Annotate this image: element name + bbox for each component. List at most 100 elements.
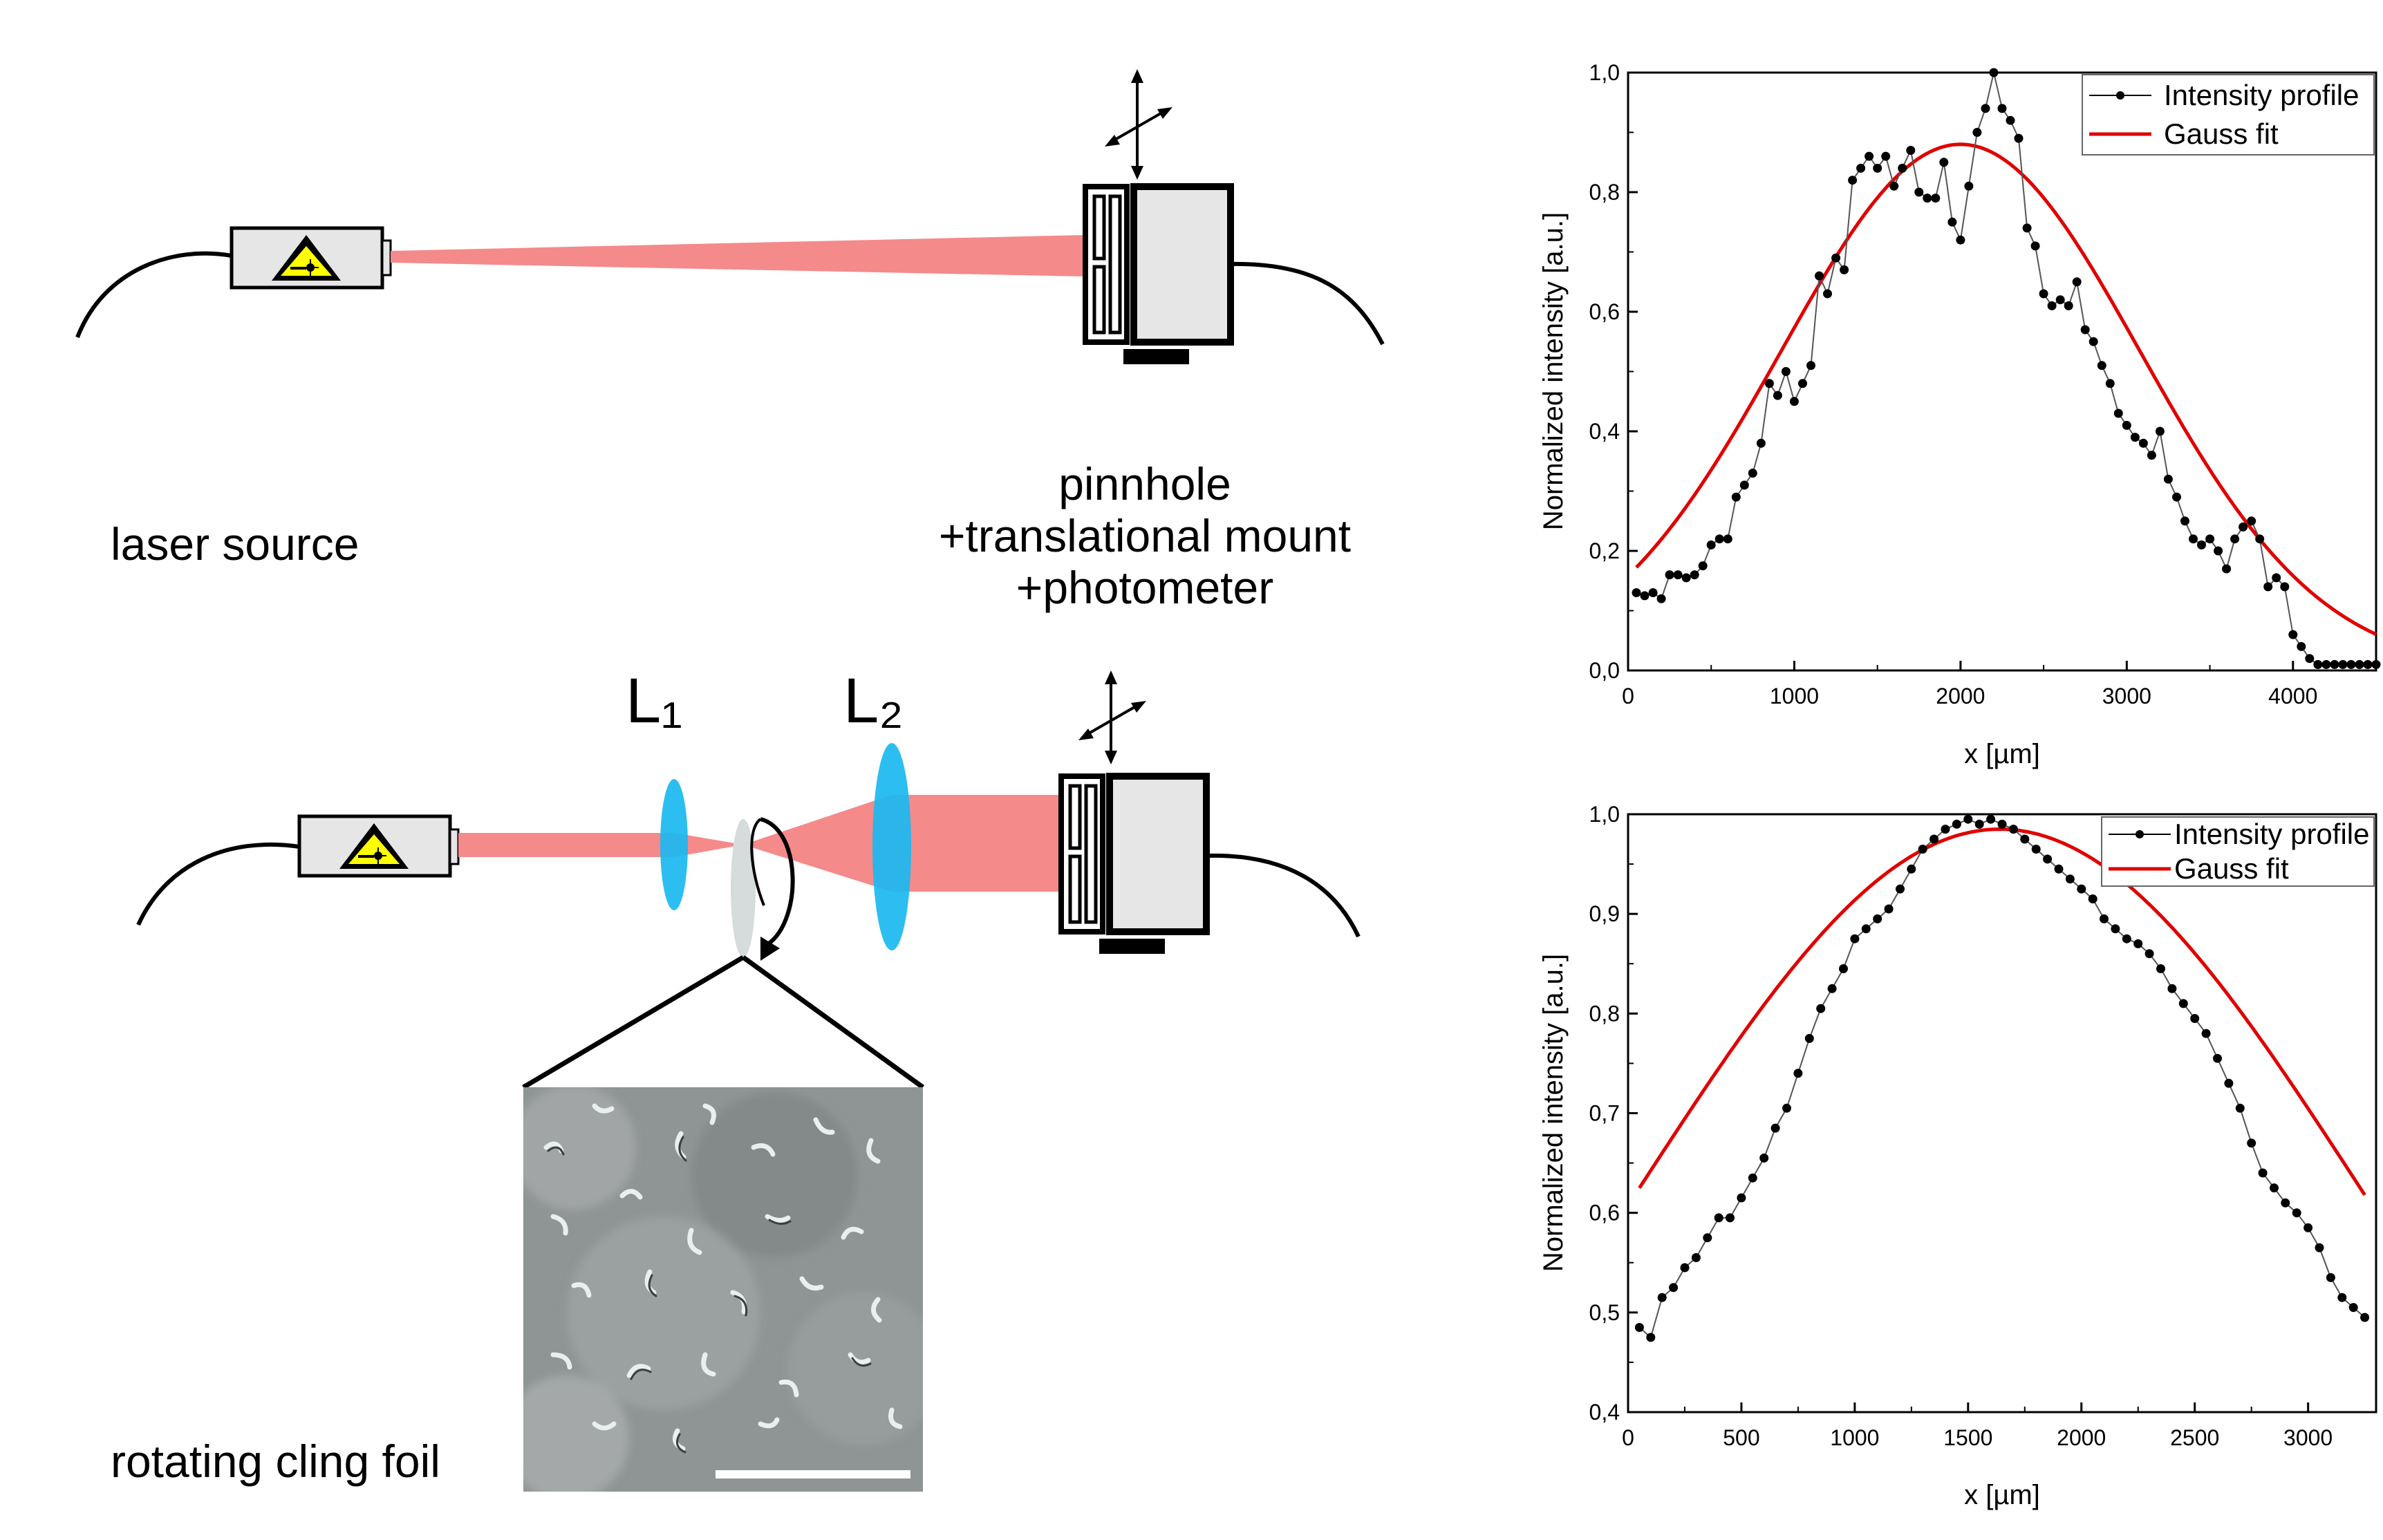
chart2-ytick-label: 0,6 (1589, 1201, 1620, 1226)
chart2-ylabel: Normalized intensity [a.u.] (1538, 954, 1569, 1272)
chart1-gauss-fit-line (1635, 142, 2377, 637)
chart2-profile-point (2281, 1198, 2290, 1208)
chart1-profile-point (2180, 516, 2189, 526)
pinhole-label-line3: +photometer (1016, 562, 1273, 613)
top-laser-beam (391, 235, 1085, 276)
rotation-arrow-icon (750, 817, 795, 961)
chart1-xtick-label: 2000 (1936, 684, 1985, 708)
chart1-profile-point (1823, 289, 1832, 299)
chart1-ytick-label: 1,0 (1589, 60, 1620, 85)
chart1-xtick-label: 4000 (2268, 684, 2317, 708)
chart1-xtick-label: 3000 (2102, 684, 2151, 708)
pinhole-label-line2: +translational mount (939, 510, 1351, 561)
chart2-profile-point (2122, 934, 2131, 943)
chart2-profile-point (1918, 845, 1927, 854)
chart1-profile-point (1873, 163, 1882, 173)
chart2-profile-point (2235, 1103, 2245, 1113)
chart1-profile-point (1931, 194, 1941, 203)
chart1-profile-point (1856, 163, 1866, 173)
chart1-profile-point (2064, 301, 2073, 310)
chart1-profile-point (2255, 534, 2265, 544)
chart1-profile-point (2172, 492, 2181, 502)
chart1-profile-point (1947, 217, 1957, 227)
chart1-profile-point (2189, 534, 2198, 544)
chart1-profile-point (1648, 588, 1658, 597)
chart2-profile-point (1986, 814, 1996, 824)
chart2-profile-point (2020, 834, 2030, 844)
chart1-ytick-label: 0,8 (1589, 180, 1620, 205)
scale-bar (716, 1470, 910, 1478)
chart1-profile-point (2205, 534, 2215, 544)
cling-foil-disc (731, 819, 756, 957)
chart1-data-layer (1632, 68, 2381, 669)
chart2-profile-point (1726, 1213, 1735, 1223)
zoom-line-left (522, 955, 745, 1090)
chart1-ytick-label: 0,6 (1589, 299, 1620, 324)
chart1-profile-point (1865, 151, 1874, 161)
chart2-xtick-label: 2000 (2057, 1425, 2106, 1450)
chart2-profile-point (1861, 924, 1871, 934)
chart1-profile-point (2047, 301, 2057, 310)
chart2-profile-point (2315, 1243, 2324, 1252)
chart1-profile-point (2105, 379, 2115, 388)
chart2-profile-point (1929, 834, 1939, 844)
chart2-profile-point (2111, 924, 2120, 934)
chart1-profile-point (2097, 361, 2106, 370)
chart1-profile-point (2288, 630, 2298, 639)
chart2-legend-profile: Intensity profile (2174, 818, 2369, 850)
chart2-profile-line (1638, 818, 2366, 1339)
chart2-profile-point (2190, 1014, 2200, 1023)
chart1-profile-point (2080, 325, 2090, 335)
chart1-profile-point (2122, 420, 2131, 430)
chart2-profile-point (2224, 1078, 2234, 1088)
chart2-profile-point (2054, 864, 2064, 874)
chart1-legend: Intensity profile Gauss fit (2082, 74, 2375, 156)
chart1-profile-point (2371, 659, 2381, 669)
chart1-profile-point (1714, 534, 1724, 544)
lens-l1 (660, 779, 688, 910)
chart2-profile-point (1657, 1293, 1667, 1302)
chart1-profile-point (2072, 277, 2082, 287)
chart1-profile-point (2363, 659, 2373, 669)
chart2-ticks: 0 500 1000 1500 2000 2500 3000 0,4 0,5 0,6 0,7 0,8 0… (1589, 802, 2333, 1450)
chart2-profile-point (1759, 1153, 1769, 1163)
chart1-ylabel: Normalized intensity [a.u.] (1538, 212, 1569, 530)
chart1-profile-point (2355, 659, 2364, 669)
chart1-fit-layer (1635, 142, 2377, 637)
chart1-profile-point (1665, 570, 1674, 580)
chart2-ytick-label: 0,5 (1589, 1300, 1620, 1325)
chart1-xlabel: x [µm] (1964, 739, 2040, 769)
chart1-profile-point (1723, 534, 1732, 544)
chart2-xtick-label: 500 (1723, 1425, 1759, 1450)
chart2-profile-point (1850, 934, 1860, 943)
chart1-profile-point (2130, 433, 2140, 442)
laser-warning-icon (272, 235, 341, 281)
chart2-profile-point (2247, 1138, 2256, 1148)
chart1-profile-point (2330, 659, 2339, 669)
chart1-profile-point (2022, 223, 2032, 233)
chart1-profile-point (2280, 582, 2290, 592)
chart2-profile-point (1974, 819, 1984, 829)
chart1-ytick-label: 0,2 (1589, 538, 1620, 563)
chart1-profile-point (1764, 379, 1774, 388)
chart1-profile-point (1906, 146, 1916, 155)
chart2-xtick-label: 1500 (1943, 1425, 1992, 1450)
chart1-profile-point (1989, 68, 1999, 77)
chart1-profile-point (2247, 516, 2256, 526)
laser-source-label: laser source (111, 518, 359, 570)
chart1-profile-point (1997, 104, 2007, 113)
chart1-profile-point (2214, 546, 2223, 556)
chart1-profile-point (2321, 659, 2331, 669)
chart1-profile-point (2272, 573, 2281, 583)
chart2-profile-point (2303, 1223, 2313, 1232)
bottom-laser-aperture (449, 828, 460, 865)
chart1-profile-point (1673, 570, 1683, 580)
chart2-profile-point (1816, 1004, 1826, 1013)
chart1-profile-point (2297, 641, 2306, 651)
chart2-ytick-label: 0,8 (1589, 1001, 1620, 1026)
chart1-xtick-label: 0 (1622, 684, 1634, 708)
chart2-profile-point (2008, 825, 2018, 834)
chart1-profile-point (1698, 561, 1708, 571)
chart1-profile-point (2138, 438, 2148, 448)
chart1-profile-point (1681, 573, 1691, 583)
